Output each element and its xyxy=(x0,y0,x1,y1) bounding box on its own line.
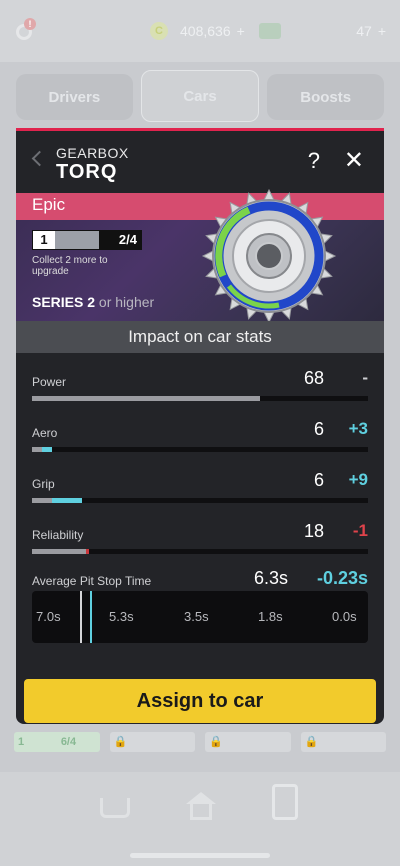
pit-marker-new xyxy=(90,591,92,643)
rarity-band: Epic xyxy=(16,193,384,220)
stat-bar xyxy=(32,549,368,554)
alert-badge: ! xyxy=(24,18,36,30)
close-button[interactable]: ✕ xyxy=(343,147,364,174)
settings-gear-icon[interactable]: ! xyxy=(14,18,36,42)
tab-cars[interactable]: Cars xyxy=(140,70,260,122)
part-detail-modal: GEARBOX TORQ ? ✕ Epic 1 2/4 Collect 2 mo… xyxy=(16,128,384,724)
stat-bar xyxy=(32,396,368,401)
tab-boosts[interactable]: Boosts xyxy=(267,74,385,120)
stat-label: Reliability xyxy=(32,528,84,542)
stat-value: 6 xyxy=(313,470,324,490)
collect-hint: Collect 2 more to upgrade xyxy=(32,255,108,277)
pit-marker-current xyxy=(80,591,82,643)
tokens-value: 47 xyxy=(356,23,372,39)
assign-to-car-button[interactable]: Assign to car xyxy=(24,679,376,723)
rarity-label: Epic xyxy=(32,195,66,214)
pit-stop-value: 6.3s xyxy=(253,568,288,588)
card-progress-count: 2/4 xyxy=(118,232,137,247)
token-icon xyxy=(258,23,281,39)
shop-cart-icon[interactable] xyxy=(100,798,130,818)
stat-aero: Aero 6 +3 xyxy=(32,416,368,456)
pit-stop-label: Average Pit Stop Time xyxy=(32,574,152,588)
coin-icon: C xyxy=(150,22,168,40)
background-card-progress: 1 6/4 xyxy=(14,732,100,752)
background-card-slot: 🔒 xyxy=(300,732,386,752)
part-category: GEARBOX xyxy=(56,145,129,161)
part-hero: Epic 1 2/4 Collect 2 more to upgrade SER… xyxy=(16,188,384,324)
pit-tick: 3.5s xyxy=(184,609,209,624)
buy-tokens-button[interactable]: + xyxy=(377,23,386,39)
stat-delta: +9 xyxy=(348,470,368,489)
background-card-row: 1 6/4 🔒 🔒 🔒 xyxy=(14,732,386,752)
home-icon[interactable] xyxy=(186,792,216,822)
pit-stop-delta: -0.23s xyxy=(316,568,368,588)
pit-tick: 7.0s xyxy=(36,609,61,624)
coins-value: 408,636 xyxy=(180,23,231,39)
stat-value: 18 xyxy=(303,521,324,541)
stat-label: Power xyxy=(32,375,67,389)
stat-label: Aero xyxy=(32,426,58,440)
background-card-slot: 🔒 xyxy=(109,732,195,752)
stat-delta: +3 xyxy=(348,419,368,438)
stat-bar xyxy=(32,447,368,452)
bottom-nav xyxy=(0,772,400,866)
pit-tick: 1.8s xyxy=(258,609,283,624)
stat-reliability: Reliability 18 -1 xyxy=(32,518,368,558)
top-bar: ! C 408,636 + 47 + xyxy=(0,0,400,62)
help-button[interactable]: ? xyxy=(307,148,320,173)
pit-tick: 5.3s xyxy=(109,609,134,624)
stat-value: 6 xyxy=(313,419,324,439)
card-progress-fill xyxy=(55,231,99,249)
home-indicator xyxy=(130,853,270,858)
impact-title: Impact on car stats xyxy=(16,321,384,353)
series-requirement: SERIES 2 or higher xyxy=(32,294,155,310)
stat-delta: -1 xyxy=(352,521,368,540)
stat-delta: - xyxy=(362,368,368,387)
buy-coins-button[interactable]: + xyxy=(236,23,245,39)
modal-header: GEARBOX TORQ ? ✕ xyxy=(16,131,384,193)
garage-icon[interactable] xyxy=(272,784,298,820)
stat-label: Grip xyxy=(32,477,55,491)
pit-stop-scale: 7.0s 5.3s 3.5s 1.8s 0.0s xyxy=(32,591,368,643)
chevron-left-icon[interactable] xyxy=(31,150,48,167)
card-level: 1 xyxy=(33,231,55,249)
tab-bar: Drivers Cars Boosts xyxy=(16,70,385,122)
background-card-slot: 🔒 xyxy=(205,732,291,752)
gearbox-part-image xyxy=(201,188,337,324)
stat-power: Power 68 - xyxy=(32,365,368,405)
tab-drivers[interactable]: Drivers xyxy=(16,74,133,120)
stat-bar xyxy=(32,498,368,503)
stat-grip: Grip 6 +9 xyxy=(32,467,368,507)
stat-value: 68 xyxy=(303,368,324,388)
part-name: TORQ xyxy=(56,161,118,183)
card-progress-bar: 1 2/4 xyxy=(32,230,142,250)
pit-tick: 0.0s xyxy=(332,609,357,624)
